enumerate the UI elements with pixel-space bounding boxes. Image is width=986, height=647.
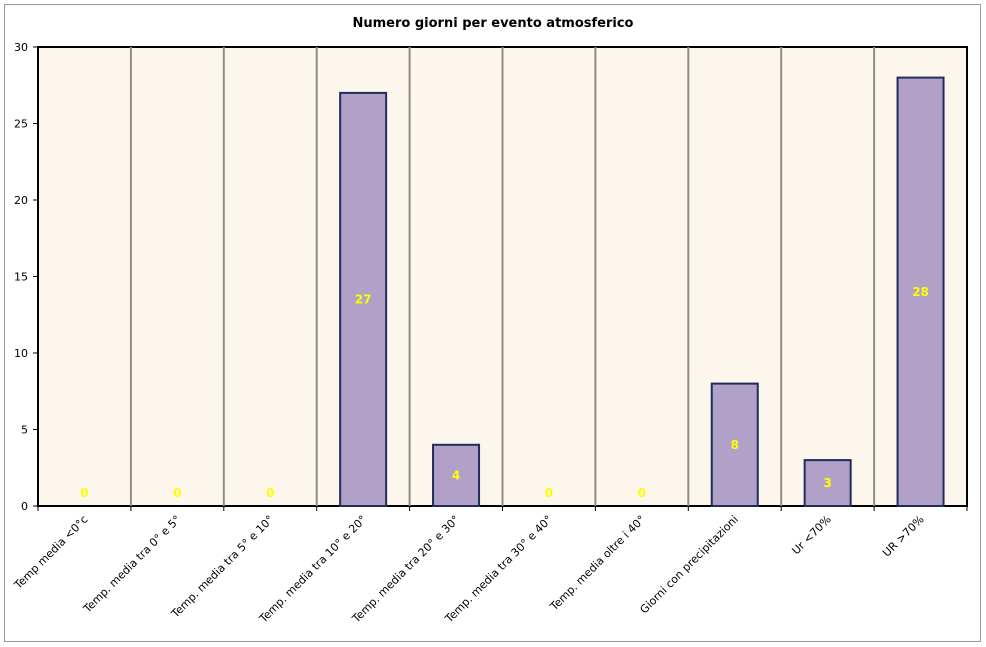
bar xyxy=(432,443,481,507)
gridlines xyxy=(129,47,876,506)
data-label: 27 xyxy=(355,292,372,306)
data-label: 0 xyxy=(638,486,646,500)
data-label: 8 xyxy=(731,438,739,452)
x-tick-label: UR >70% xyxy=(880,513,927,560)
x-tick-label: Temp. media tra 30° e 40° xyxy=(442,513,555,626)
y-tick-label: 25 xyxy=(14,118,28,131)
data-label: 0 xyxy=(266,486,274,500)
bar xyxy=(896,76,945,507)
x-tick-label: Temp media <0°c xyxy=(11,513,90,592)
x-tick-label: Temp. media oltre i 40° xyxy=(547,513,648,614)
bar xyxy=(339,91,388,508)
x-tick-label: Temp. media tra 20° e 30° xyxy=(349,513,462,626)
x-tick-label: Temp. media tra 5° e 10° xyxy=(168,513,276,621)
y-tick-label: 0 xyxy=(21,500,28,513)
data-label: 3 xyxy=(823,476,831,490)
data-labels: 0 0 0 27 4 0 0 8 3 28 xyxy=(80,285,929,500)
x-tick-label: Temp. media tra 0° e 5° xyxy=(80,513,183,616)
y-tick-label: 20 xyxy=(14,194,28,207)
y-tick-label: 15 xyxy=(14,271,28,284)
x-tick-label: Ur <70% xyxy=(789,513,833,557)
bars xyxy=(339,76,945,508)
y-axis-ticks: 0 5 10 15 20 25 30 xyxy=(14,41,38,513)
bar xyxy=(710,382,759,508)
bar xyxy=(803,459,852,508)
data-label: 28 xyxy=(912,285,929,299)
data-label: 0 xyxy=(545,486,553,500)
x-tick-label: Temp. media tra 10° e 20° xyxy=(256,513,369,626)
data-label: 4 xyxy=(452,468,460,482)
chart-title: Numero giorni per evento atmosferico xyxy=(353,16,634,31)
data-label: 0 xyxy=(173,486,181,500)
x-tick-label: Giorni con precipitazioni xyxy=(637,513,740,616)
y-tick-label: 30 xyxy=(14,41,28,54)
y-tick-label: 10 xyxy=(14,347,28,360)
data-label: 0 xyxy=(80,486,88,500)
y-tick-label: 5 xyxy=(21,424,28,437)
